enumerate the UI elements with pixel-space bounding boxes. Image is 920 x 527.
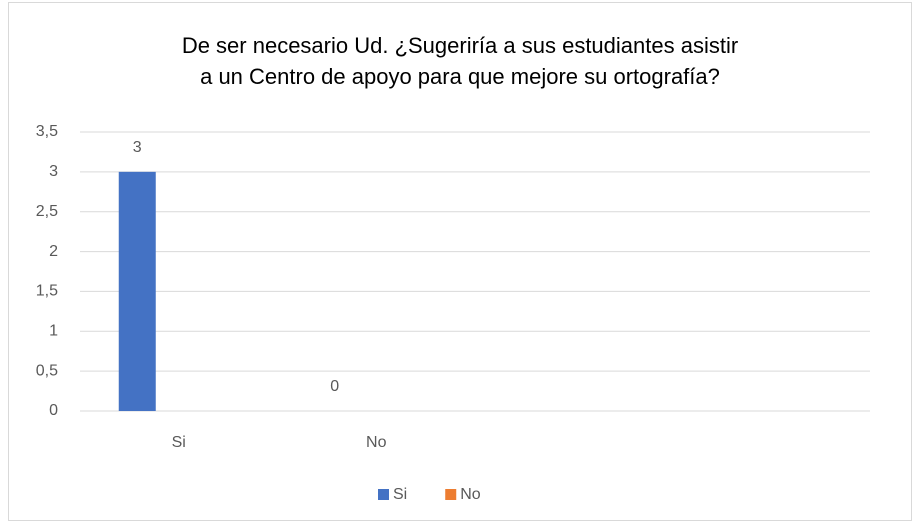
y-tick-label: 0 (49, 402, 58, 419)
y-tick-label: 3,5 (36, 123, 58, 140)
y-tick-label: 1,5 (36, 283, 58, 300)
y-tick-label: 1 (49, 323, 58, 340)
legend-swatch (445, 489, 457, 500)
data-label: 0 (330, 378, 339, 395)
legend-label: Si (393, 486, 407, 503)
chart-title: a un Centro de apoyo para que mejore su … (200, 64, 720, 89)
x-tick-label: Si (172, 434, 186, 451)
legend-label: No (460, 486, 481, 503)
bar (118, 171, 156, 411)
x-tick-label: No (366, 434, 387, 451)
legend-swatch (378, 489, 389, 500)
y-tick-label: 2 (49, 243, 58, 260)
chart-border (8, 2, 912, 521)
data-label: 3 (133, 139, 142, 156)
y-tick-label: 0,5 (36, 362, 58, 379)
y-tick-label: 3 (49, 163, 58, 180)
y-tick-label: 2,5 (36, 203, 58, 220)
chart-title: De ser necesario Ud. ¿Sugeriría a sus es… (182, 33, 738, 58)
